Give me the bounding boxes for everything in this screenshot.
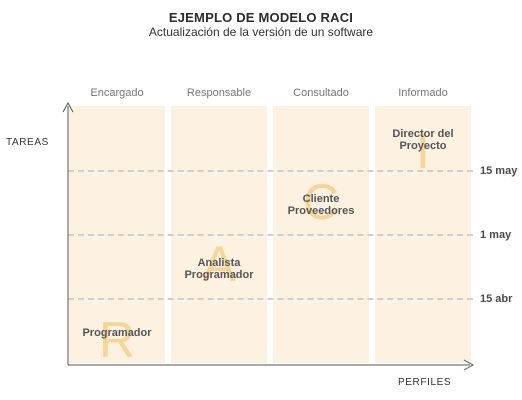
- role-label-responsable: Analista Programador: [171, 257, 267, 281]
- column-header-responsable: Responsable: [186, 87, 252, 99]
- role-label-line: Cliente: [302, 193, 340, 205]
- raci-letter-i: I: [416, 123, 430, 179]
- x-axis-arrowhead: [463, 359, 475, 371]
- role-label-line: Proveedores: [287, 205, 355, 217]
- role-label-line: Director del: [392, 128, 454, 140]
- raci-letter-a: A: [202, 236, 236, 292]
- milestone-label-1-may: 1 may: [480, 229, 512, 241]
- milestone-line-1-may: [68, 234, 473, 236]
- column-header-consultado: Consultado: [293, 87, 349, 99]
- column-header-informado: Informado: [398, 87, 448, 99]
- milestone-label-15-may: 15 may: [480, 165, 518, 177]
- milestone-label-15-abr: 15 abr: [480, 293, 513, 305]
- role-label-consultado: Cliente Proveedores: [273, 193, 369, 217]
- role-label-informado: Director del Proyecto: [375, 128, 471, 152]
- x-axis-label: PERFILES: [398, 377, 452, 388]
- role-label-line: Programador: [82, 327, 152, 339]
- raci-letter-c: C: [302, 174, 340, 230]
- role-label-line: Analista: [197, 257, 241, 269]
- role-label-encargado: Programador: [69, 327, 165, 339]
- role-label-line: Programador: [184, 269, 254, 281]
- milestone-line-15-may: [68, 170, 473, 172]
- y-axis-label: TAREAS: [6, 137, 49, 148]
- y-axis-arrowhead: [62, 101, 74, 113]
- role-label-line: Proyecto: [399, 140, 447, 152]
- raci-letter-r: R: [98, 312, 136, 368]
- column-header-encargado: Encargado: [90, 87, 144, 99]
- milestone-line-15-abr: [68, 298, 473, 300]
- diagram-title: EJEMPLO DE MODELO RACI: [168, 10, 354, 25]
- diagram-subtitle: Actualización de la versión de un softwa…: [148, 25, 374, 39]
